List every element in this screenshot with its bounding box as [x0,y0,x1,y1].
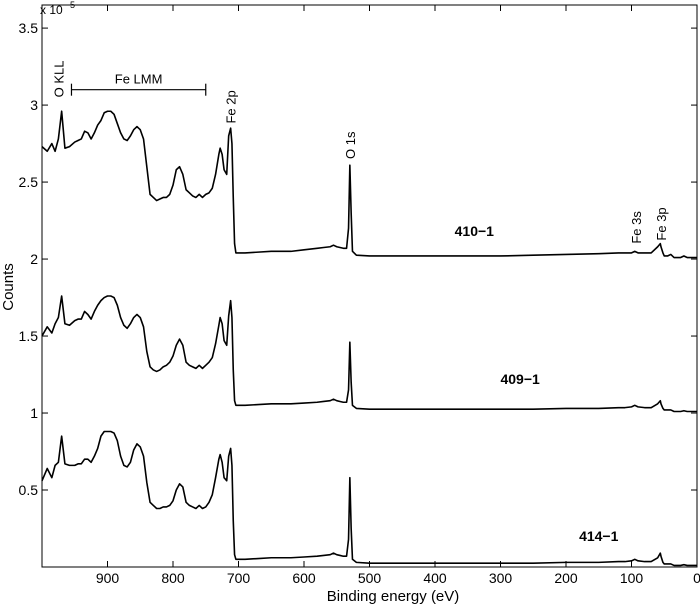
series-label: 410−1 [455,223,495,239]
y-tick-label: 2.5 [19,174,39,190]
y-axis-title: Counts [0,263,17,311]
y-tick-label: 0.5 [19,482,39,498]
peak-annotations: O KLL Fe LMM Fe 2p O 1s Fe 3s Fe 3p [51,61,669,244]
series-label: 414−1 [579,528,619,544]
y-exponent-power: 5 [70,0,75,10]
y-tick-label: 1.5 [19,328,39,344]
annotation-label: Fe LMM [115,72,163,87]
x-tick-label: 400 [423,570,447,586]
annotation-label: O 1s [343,131,358,159]
x-tick-label: 200 [554,570,578,586]
x-tick-label: 600 [292,570,316,586]
spectrum-line [41,295,697,413]
fe-lmm-bracket: Fe LMM [70,72,207,96]
x-tick-label: 0 [693,570,700,586]
y-tick-label: 3.5 [19,20,39,36]
spectrum-line [41,110,697,259]
annotation-label: Fe 2p [224,90,239,123]
x-tick-label: 800 [161,570,185,586]
spectrum-line [41,430,697,567]
x-tick-label: 300 [489,570,513,586]
spectra-series: 410−1 409−1 414−1 [41,110,697,567]
y-tick-label: 3 [30,97,38,113]
x-tick-label: 900 [96,570,120,586]
annotation-label: O KLL [51,61,66,98]
annotation-label: Fe 3s [629,211,644,244]
series-label: 409−1 [500,371,540,387]
x-axis-title: Binding energy (eV) [327,588,460,605]
x-tick-label: 100 [620,570,644,586]
y-exponent-base: x 10 [40,3,63,17]
axis-ticks: 900 800 700 600 500 400 300 200 100 0 0.5 1 1.5 2 2.5 3… [19,5,700,586]
annotation-label: Fe 3p [654,207,669,240]
x-tick-label: 700 [227,570,251,586]
x-tick-label: 500 [358,570,382,586]
y-tick-label: 2 [30,251,38,267]
y-tick-label: 1 [30,405,38,421]
y-axis-exponent: x 10 5 [40,0,75,17]
